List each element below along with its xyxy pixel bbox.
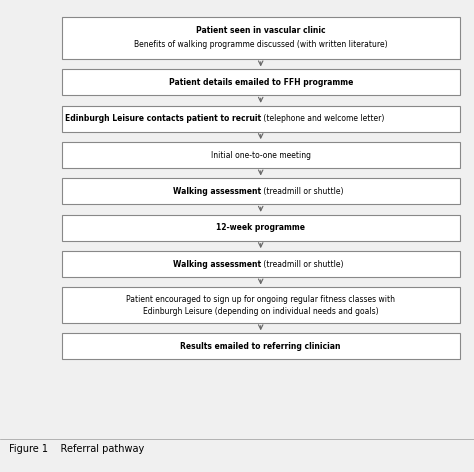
FancyBboxPatch shape [62, 178, 460, 204]
Text: Walking assessment: Walking assessment [173, 260, 261, 269]
Text: (treadmill or shuttle): (treadmill or shuttle) [261, 260, 343, 269]
FancyBboxPatch shape [62, 251, 460, 277]
FancyBboxPatch shape [62, 69, 460, 95]
Text: Figure 1    Referral pathway: Figure 1 Referral pathway [9, 444, 145, 454]
FancyBboxPatch shape [62, 215, 460, 241]
FancyBboxPatch shape [62, 17, 460, 59]
Text: Walking assessment: Walking assessment [173, 187, 261, 196]
Text: Edinburgh Leisure contacts patient to recruit: Edinburgh Leisure contacts patient to re… [64, 114, 261, 123]
FancyBboxPatch shape [62, 142, 460, 168]
Text: Benefits of walking programme discussed (with written literature): Benefits of walking programme discussed … [134, 40, 388, 50]
Text: Patient encouraged to sign up for ongoing regular fitness classes with: Patient encouraged to sign up for ongoin… [126, 295, 395, 304]
FancyBboxPatch shape [62, 287, 460, 323]
FancyBboxPatch shape [62, 333, 460, 359]
Text: Patient seen in vascular clinic: Patient seen in vascular clinic [196, 26, 326, 35]
Text: (treadmill or shuttle): (treadmill or shuttle) [261, 187, 343, 196]
Text: Edinburgh Leisure (depending on individual needs and goals): Edinburgh Leisure (depending on individu… [143, 306, 379, 316]
Text: Results emailed to referring clinician: Results emailed to referring clinician [181, 342, 341, 351]
Text: 12-week programme: 12-week programme [216, 223, 305, 232]
Text: Patient details emailed to FFH programme: Patient details emailed to FFH programme [169, 78, 353, 87]
Text: (telephone and welcome letter): (telephone and welcome letter) [261, 114, 384, 123]
Text: Initial one-to-one meeting: Initial one-to-one meeting [211, 151, 310, 160]
FancyBboxPatch shape [62, 106, 460, 132]
